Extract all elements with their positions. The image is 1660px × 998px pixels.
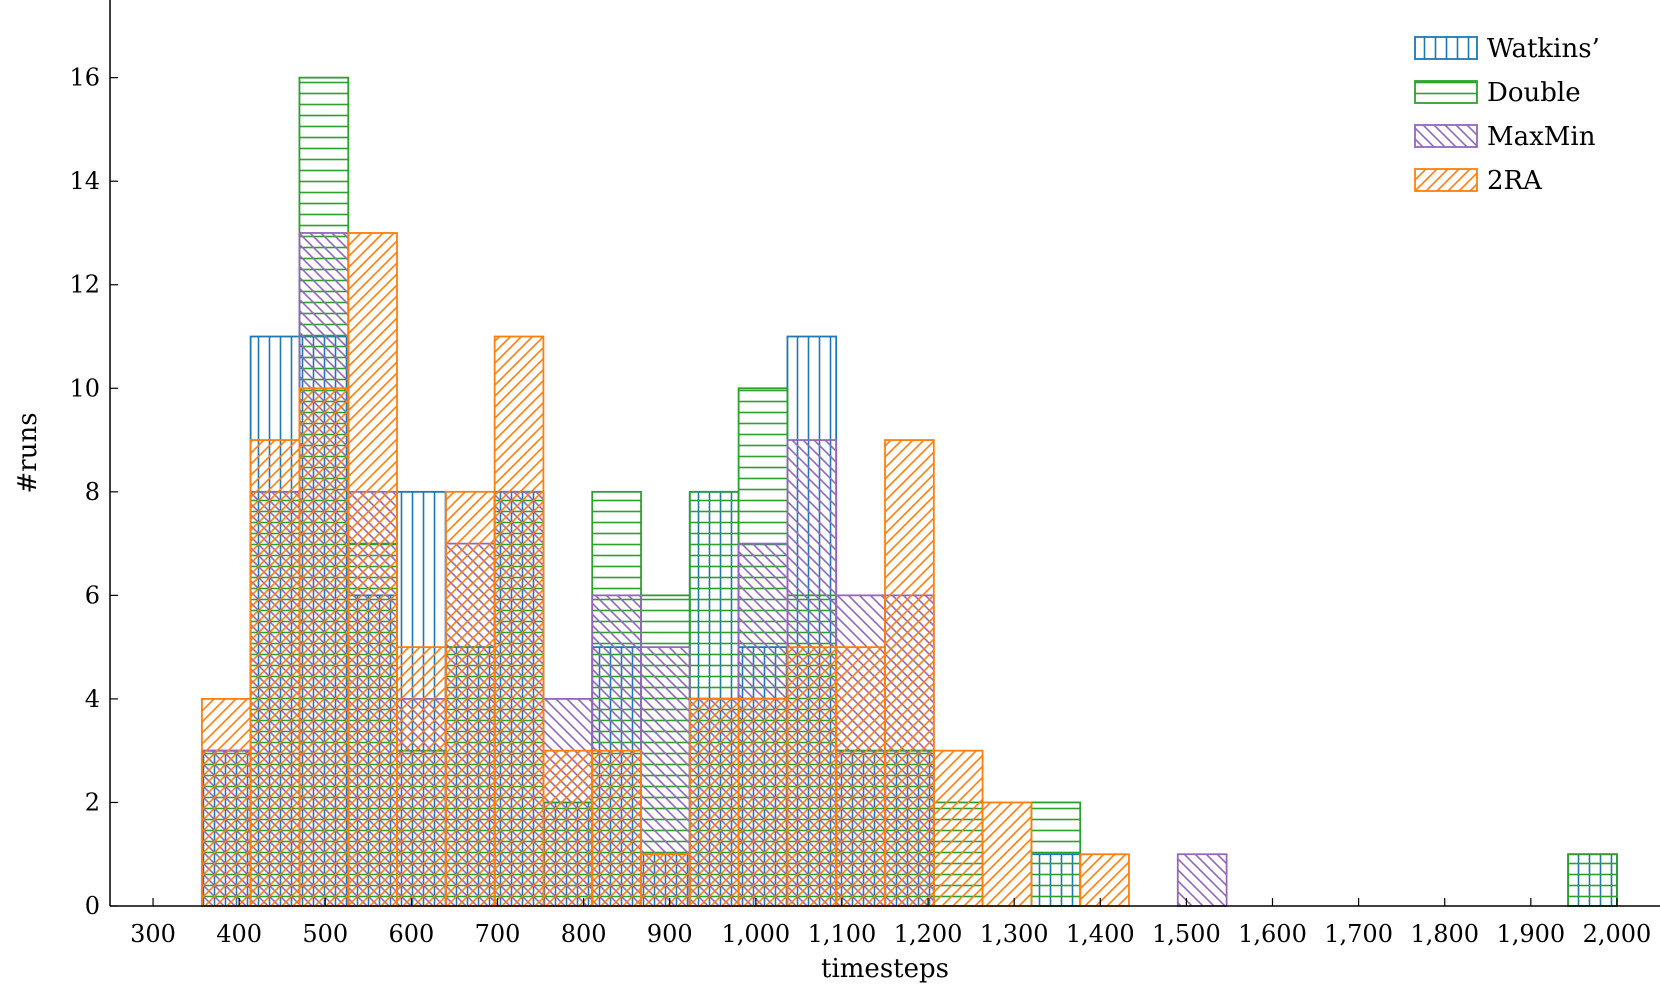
y-tick-label: 12 <box>69 271 100 299</box>
histogram-bar <box>249 439 301 907</box>
histogram-bar <box>1567 853 1618 907</box>
x-tick-label: 400 <box>216 920 262 948</box>
legend-swatch <box>1414 80 1478 104</box>
legend-label: MaxMin <box>1487 122 1596 152</box>
x-tick-label: 1,800 <box>1410 920 1479 948</box>
y-ticks: 0 2 4 6 8 10 12 14 16 <box>69 64 118 920</box>
x-tick-label: 1,500 <box>1152 920 1221 948</box>
y-tick-label: 16 <box>69 64 100 92</box>
histogram-bar <box>591 749 642 907</box>
x-tick-label: 2,000 <box>1583 920 1652 948</box>
y-tick-label: 14 <box>69 167 100 195</box>
bars-layer <box>200 76 1618 907</box>
x-axis-title: timesteps <box>821 954 949 984</box>
histogram-bar <box>542 749 594 907</box>
x-tick-label: 1,600 <box>1238 920 1307 948</box>
histogram-bar <box>786 646 838 907</box>
histogram-bar <box>688 698 740 907</box>
histogram-bar <box>1079 853 1130 907</box>
legend-item: Double <box>1414 78 1581 108</box>
legend-item: MaxMin <box>1414 122 1596 152</box>
x-tick-label: 1,300 <box>980 920 1049 948</box>
legend-label: Double <box>1487 78 1581 108</box>
histogram-bar <box>932 749 984 907</box>
histogram-bar <box>444 490 496 907</box>
x-ticks: 300 400 500 600 700 800 900 1,000 1,100 1,200 1,30… <box>130 898 1651 948</box>
x-tick-label: 600 <box>388 920 434 948</box>
legend: Watkins’ Double MaxMin 2RA <box>1414 34 1600 196</box>
histogram-bar <box>298 387 350 907</box>
histogram-bar <box>1030 801 1082 907</box>
x-tick-label: 800 <box>561 920 607 948</box>
histogram-bar <box>981 801 1033 907</box>
y-tick-label: 10 <box>69 374 100 402</box>
y-tick-label: 4 <box>85 685 100 713</box>
x-tick-label: 900 <box>647 920 693 948</box>
histogram-bar <box>884 439 935 907</box>
x-tick-label: 500 <box>302 920 348 948</box>
y-tick-label: 2 <box>85 788 100 816</box>
x-tick-label: 1,400 <box>1066 920 1135 948</box>
legend-label: Watkins’ <box>1487 34 1600 64</box>
x-tick-label: 300 <box>130 920 176 948</box>
histogram-bar <box>737 698 789 907</box>
x-tick-label: 1,900 <box>1496 920 1565 948</box>
legend-swatch <box>1414 36 1478 60</box>
legend-item: 2RA <box>1414 166 1543 196</box>
x-tick-label: 1,000 <box>721 920 790 948</box>
histogram-bar <box>493 335 545 907</box>
y-tick-label: 6 <box>85 581 100 609</box>
legend-swatch <box>1414 168 1478 192</box>
series-2ra <box>200 232 1130 907</box>
histogram-bar <box>200 698 252 907</box>
histogram-bar <box>396 646 447 907</box>
legend-item: Watkins’ <box>1414 34 1600 64</box>
y-tick-label: 8 <box>85 478 100 506</box>
x-tick-label: 700 <box>475 920 521 948</box>
x-tick-label: 1,700 <box>1324 920 1393 948</box>
legend-label: 2RA <box>1487 166 1543 196</box>
histogram-bar <box>1176 853 1228 907</box>
histogram-bar <box>640 853 691 907</box>
y-axis-title: #runs <box>13 412 43 493</box>
axes <box>109 0 1660 907</box>
y-tick-label: 0 <box>85 892 100 920</box>
legend-swatch <box>1414 124 1478 148</box>
histogram-bar <box>835 646 886 907</box>
x-tick-label: 1,100 <box>808 920 877 948</box>
x-tick-label: 1,200 <box>894 920 963 948</box>
histogram-bar <box>347 232 398 907</box>
